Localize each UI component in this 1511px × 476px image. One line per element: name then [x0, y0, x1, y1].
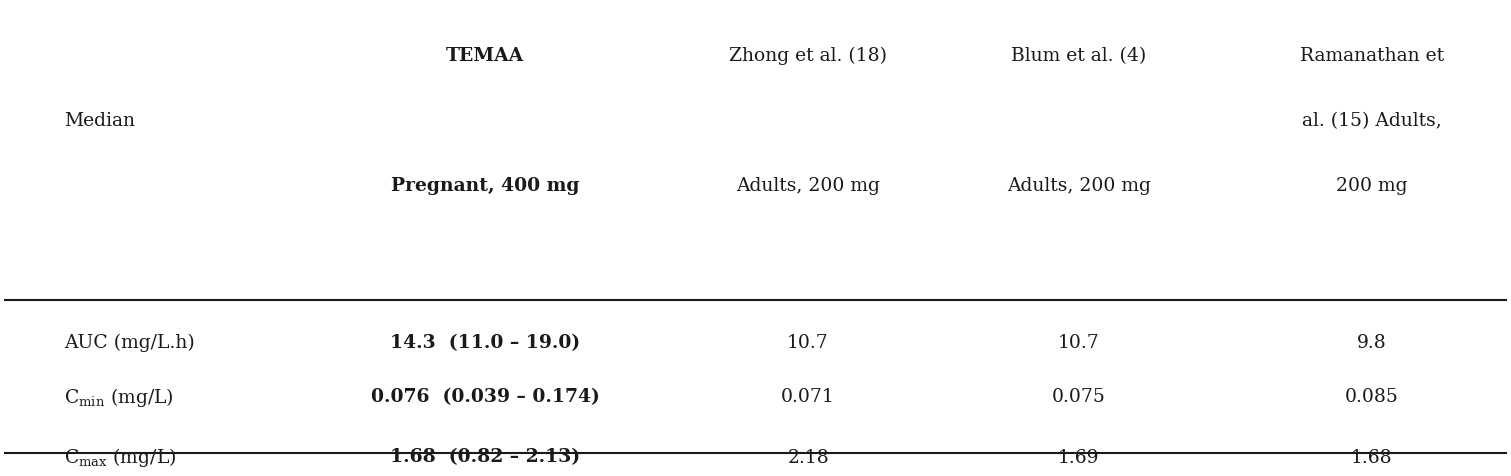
- Text: Blum et al. (4): Blum et al. (4): [1011, 47, 1147, 65]
- Text: 2.18: 2.18: [787, 448, 830, 466]
- Text: Zhong et al. (18): Zhong et al. (18): [730, 47, 887, 65]
- Text: 0.071: 0.071: [781, 388, 836, 406]
- Text: 200 mg: 200 mg: [1336, 177, 1407, 195]
- Text: 0.075: 0.075: [1052, 388, 1106, 406]
- Text: $\mathdefault{C}_{\mathdefault{max}}$ (mg/L): $\mathdefault{C}_{\mathdefault{max}}$ (m…: [65, 446, 177, 469]
- Text: 0.076  (0.039 – 0.174): 0.076 (0.039 – 0.174): [370, 388, 600, 406]
- Text: Adults, 200 mg: Adults, 200 mg: [736, 177, 879, 195]
- Text: Adults, 200 mg: Adults, 200 mg: [1006, 177, 1150, 195]
- Text: AUC (mg/L.h): AUC (mg/L.h): [65, 334, 195, 352]
- Text: 0.085: 0.085: [1345, 388, 1399, 406]
- Text: Ramanathan et: Ramanathan et: [1299, 47, 1443, 65]
- Text: 1.68  (0.82 – 2.13): 1.68 (0.82 – 2.13): [390, 448, 580, 466]
- Text: 9.8: 9.8: [1357, 334, 1387, 352]
- Text: 1.68: 1.68: [1351, 448, 1393, 466]
- Text: 10.7: 10.7: [1058, 334, 1100, 352]
- Text: TEMAA: TEMAA: [446, 47, 524, 65]
- Text: Pregnant, 400 mg: Pregnant, 400 mg: [391, 177, 579, 195]
- Text: $\mathdefault{C}_{\mathdefault{min}}$ (mg/L): $\mathdefault{C}_{\mathdefault{min}}$ (m…: [65, 386, 174, 408]
- Text: 1.69: 1.69: [1058, 448, 1100, 466]
- Text: Median: Median: [65, 112, 136, 130]
- Text: 14.3  (11.0 – 19.0): 14.3 (11.0 – 19.0): [390, 334, 580, 352]
- Text: 10.7: 10.7: [787, 334, 830, 352]
- Text: al. (15) Adults,: al. (15) Adults,: [1301, 112, 1441, 130]
